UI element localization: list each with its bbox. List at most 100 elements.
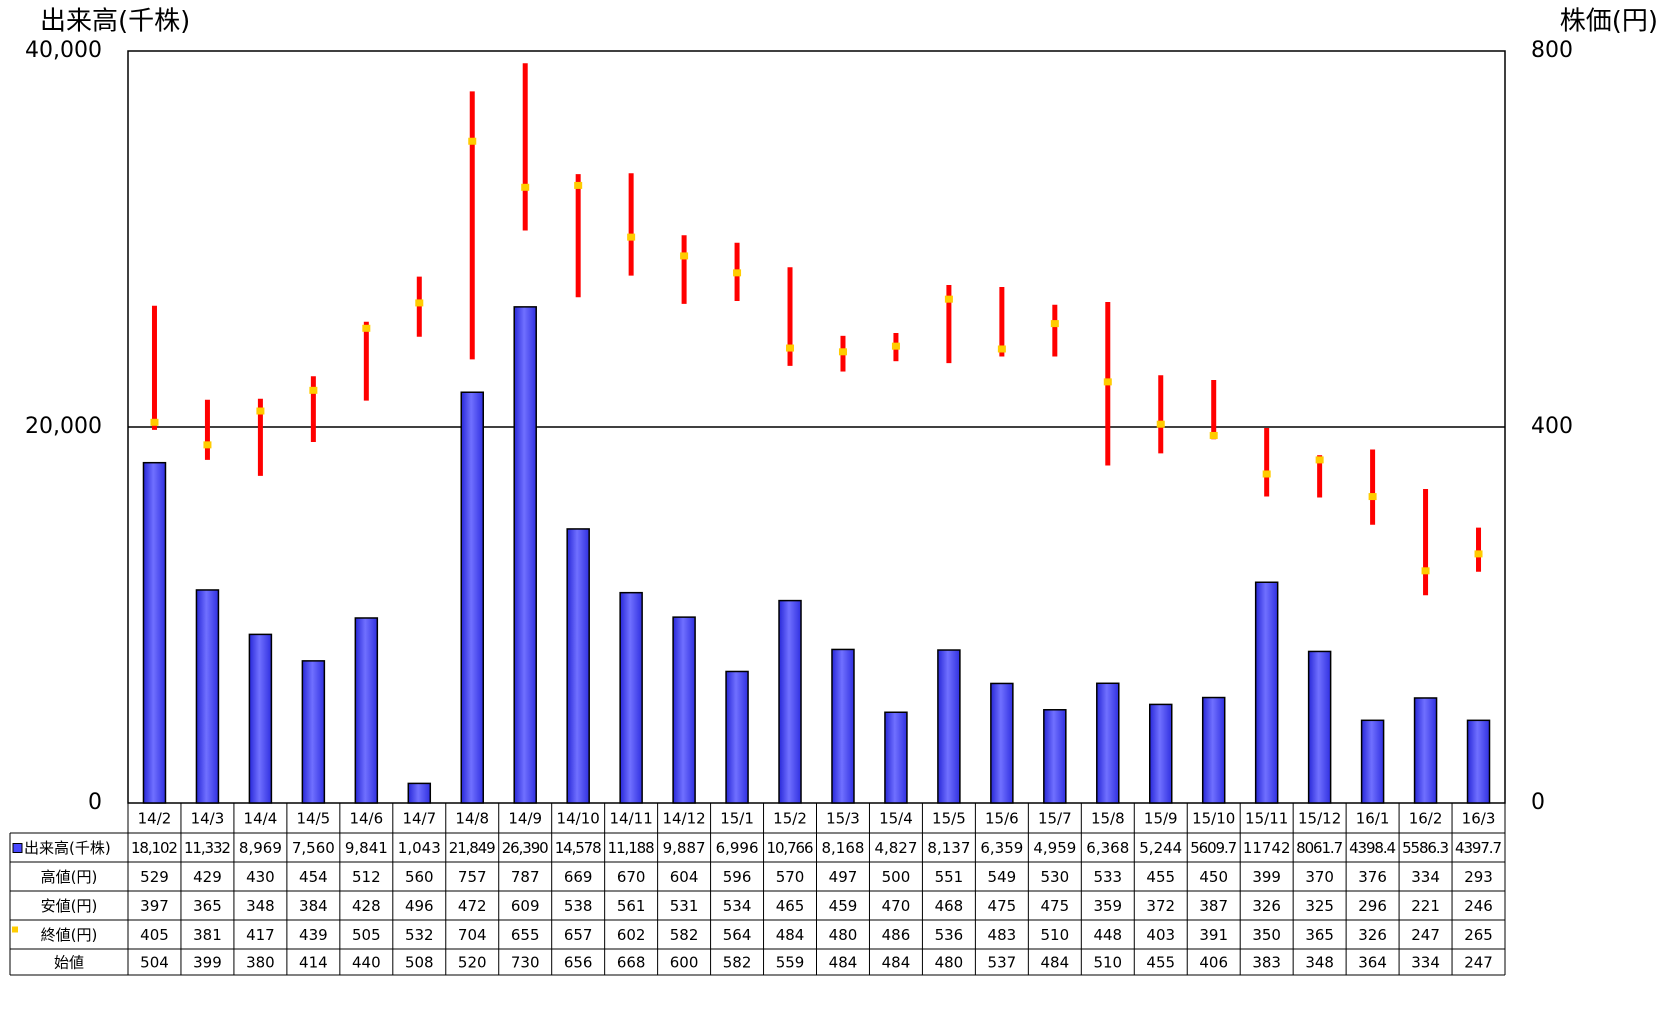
table-cell: 4,827: [874, 839, 917, 857]
table-cell: 531: [670, 897, 699, 915]
close-marker: [1315, 456, 1324, 464]
bar: [1149, 703, 1173, 804]
bar: [142, 461, 167, 804]
table-cell: 376: [1358, 868, 1387, 886]
table-cell: 428: [352, 897, 381, 915]
table-cell: 496: [405, 897, 434, 915]
legend-entry: 安値(円): [41, 897, 98, 915]
table-cell: 4398.4: [1349, 839, 1396, 857]
table-cell: 247: [1464, 954, 1493, 972]
bar: [566, 528, 590, 804]
table-cell: 470: [882, 897, 911, 915]
x-tick-label: 15/3: [826, 810, 860, 828]
close-marker: [733, 269, 742, 277]
x-tick-label: 15/6: [985, 810, 1019, 828]
table-cell: 600: [670, 954, 699, 972]
table-cell: 417: [246, 926, 275, 944]
y2-tick-label: 0: [1531, 790, 1545, 815]
close-marker: [838, 348, 847, 356]
table-cell: 8,969: [239, 839, 282, 857]
y-tick-label: 20,000: [25, 414, 102, 439]
table-cell: 609: [511, 897, 540, 915]
x-tick-label: 15/7: [1038, 810, 1072, 828]
table-cell: 656: [564, 954, 593, 972]
table-cell: 497: [829, 868, 858, 886]
table-cell: 459: [829, 897, 858, 915]
y2-tick-label: 400: [1531, 414, 1573, 439]
table-cell: 8,137: [927, 839, 970, 857]
x-tick-label: 14/8: [455, 810, 489, 828]
table-cell: 510: [1041, 926, 1070, 944]
x-tick-label: 14/2: [138, 810, 172, 828]
table-cell: 510: [1093, 954, 1122, 972]
close-marker: [468, 137, 477, 145]
table-cell: 10,766: [767, 839, 814, 857]
x-tick-label: 15/5: [932, 810, 966, 828]
table-cell: 364: [1358, 954, 1387, 972]
x-tick-label: 15/2: [773, 810, 807, 828]
x-tick-label: 14/4: [244, 810, 278, 828]
x-tick-label: 14/7: [402, 810, 436, 828]
y-tick-label: 0: [88, 790, 102, 815]
table-cell: 537: [988, 954, 1017, 972]
table-cell: 6,359: [980, 839, 1023, 857]
close-marker: [1262, 470, 1271, 478]
table-cell: 484: [829, 954, 858, 972]
table-cell: 296: [1358, 897, 1387, 915]
table-cell: 512: [352, 868, 381, 886]
bar: [937, 649, 961, 804]
table-cell: 480: [935, 954, 964, 972]
table-cell: 657: [564, 926, 593, 944]
table-cell: 348: [246, 897, 275, 915]
legend-entry: 出来高(千株): [24, 839, 111, 857]
table-cell: 326: [1358, 926, 1387, 944]
table-cell: 325: [1305, 897, 1334, 915]
table-cell: 391: [1199, 926, 1228, 944]
table-cell: 5586.3: [1402, 839, 1449, 857]
table-cell: 381: [193, 926, 222, 944]
table-cell: 372: [1146, 897, 1175, 915]
x-tick-label: 15/10: [1192, 810, 1235, 828]
table-cell: 405: [140, 926, 169, 944]
close-marker: [1156, 420, 1165, 428]
table-cell: 530: [1041, 868, 1070, 886]
close-marker: [627, 233, 636, 241]
table-cell: 387: [1199, 897, 1228, 915]
bar: [1254, 581, 1279, 804]
table-cell: 520: [458, 954, 487, 972]
table-cell: 596: [723, 868, 752, 886]
x-tick-label: 15/12: [1298, 810, 1341, 828]
bar: [778, 599, 802, 804]
table-cell: 455: [1146, 868, 1175, 886]
table-cell: 399: [1252, 868, 1281, 886]
table-cell: 399: [193, 954, 222, 972]
table-cell: 21,849: [449, 839, 496, 857]
table-cell: 383: [1252, 954, 1281, 972]
y2-tick-label: 800: [1531, 38, 1573, 63]
bar: [884, 711, 908, 804]
table-cell: 602: [617, 926, 646, 944]
table-cell: 365: [1305, 926, 1334, 944]
bar: [460, 391, 484, 804]
close-marker: [1474, 550, 1483, 558]
table-cell: 246: [1464, 897, 1493, 915]
table-cell: 350: [1252, 926, 1281, 944]
table-cell: 5,244: [1139, 839, 1182, 857]
y-tick-label: 40,000: [25, 38, 102, 63]
x-tick-label: 15/9: [1144, 810, 1178, 828]
table-cell: 4,959: [1033, 839, 1076, 857]
close-marker: [415, 299, 424, 307]
bar: [990, 682, 1014, 804]
x-tick-label: 14/10: [557, 810, 600, 828]
table-cell: 480: [829, 926, 858, 944]
close-marker: [309, 386, 318, 394]
table-cell: 221: [1411, 897, 1440, 915]
bar: [831, 648, 855, 804]
bar: [1307, 650, 1332, 804]
table-cell: 454: [299, 868, 328, 886]
table-cell: 7,560: [292, 839, 335, 857]
table-cell: 8,168: [822, 839, 865, 857]
table-cell: 11,188: [608, 839, 655, 857]
bar: [1201, 696, 1226, 804]
table-cell: 582: [723, 954, 752, 972]
